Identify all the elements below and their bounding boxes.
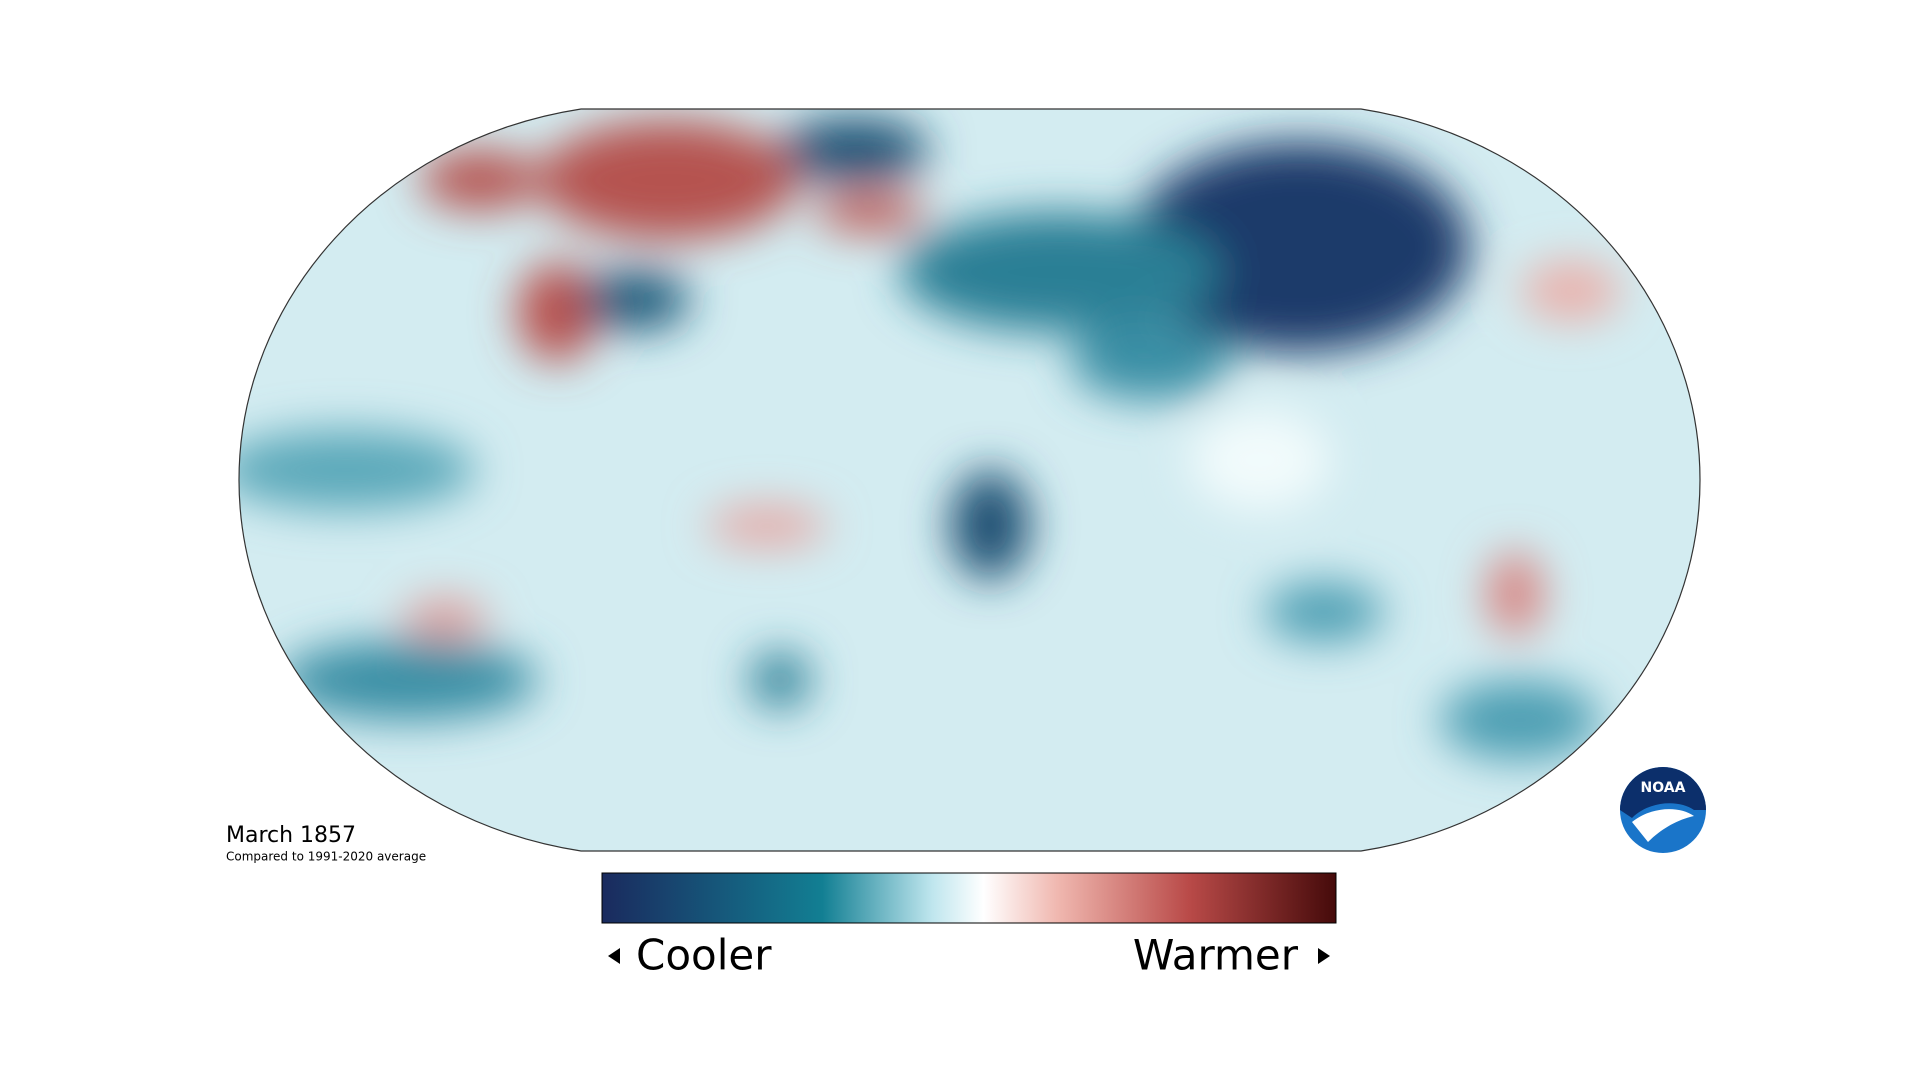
legend-high-label: Warmer <box>1133 931 1299 980</box>
anomaly-region <box>1487 552 1543 636</box>
anomaly-region <box>1264 582 1384 642</box>
anomaly-region <box>517 262 597 362</box>
anomaly-region <box>950 470 1030 580</box>
anomaly-region <box>750 652 810 708</box>
anomaly-region <box>580 270 690 330</box>
anomaly-region <box>403 599 487 639</box>
legend-low-label: Cooler <box>636 931 772 980</box>
anomaly-region <box>1070 320 1230 400</box>
anomaly-region <box>1190 410 1330 510</box>
anomaly-region <box>420 150 540 210</box>
noaa-logo: NOAA <box>1620 767 1706 853</box>
anomaly-region <box>1440 680 1600 760</box>
arrow-right <box>1318 948 1330 964</box>
anomaly-blobs <box>239 118 1621 760</box>
color-scale <box>601 872 1337 924</box>
anomaly-region <box>538 120 798 240</box>
anomaly-field <box>239 109 1700 851</box>
anomaly-region <box>1129 142 1469 352</box>
logo-top <box>1620 767 1706 818</box>
map-outline <box>238 108 1701 852</box>
map-subtitle: Compared to 1991-2020 average <box>226 850 426 864</box>
anomaly-region <box>1521 261 1621 321</box>
anomaly-region <box>707 506 827 546</box>
anomaly-region <box>815 192 925 232</box>
map-title: March 1857 <box>226 823 356 848</box>
anomaly-region <box>239 430 476 510</box>
arrow-left <box>608 948 620 964</box>
logo-text: NOAA <box>1641 780 1686 796</box>
anomaly-region <box>779 118 929 182</box>
logo-bird <box>1632 809 1694 842</box>
anomaly-region <box>278 640 538 720</box>
anomaly-region <box>900 212 1220 332</box>
